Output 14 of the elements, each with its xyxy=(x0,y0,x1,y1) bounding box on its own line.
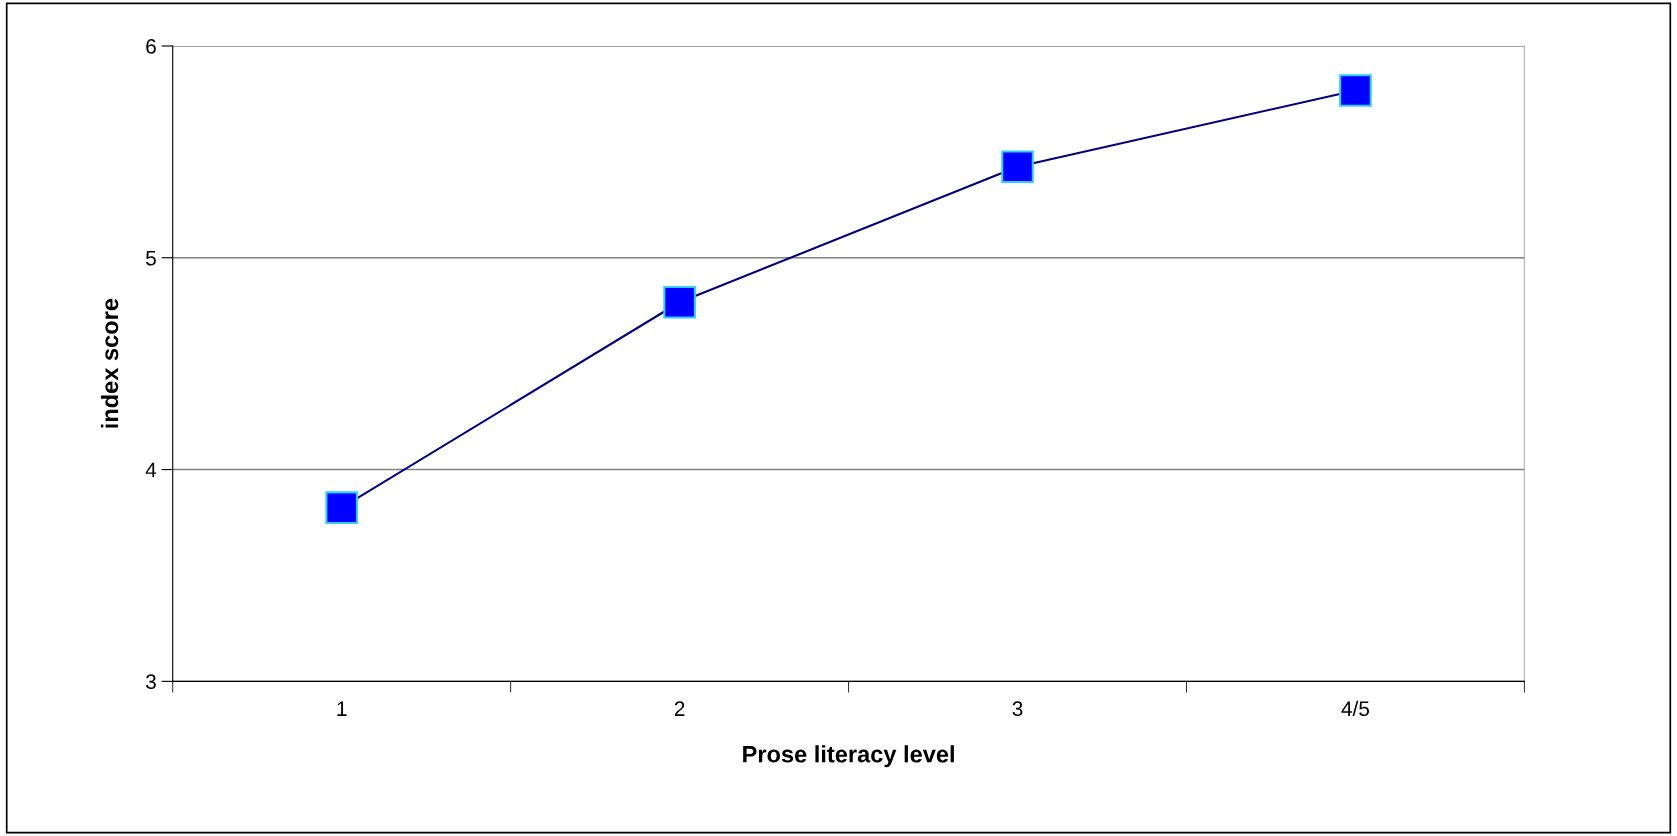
point xyxy=(663,285,696,319)
y-tick-label: 4 xyxy=(145,462,157,478)
x-axis-title: Prose literacy level xyxy=(743,745,954,768)
x-tick-label: 4/5 xyxy=(1341,700,1370,717)
y-tick-label: 3 xyxy=(145,674,156,690)
point xyxy=(325,491,359,524)
y-tick-label: 6 xyxy=(146,38,156,54)
x-tick-label: 1 xyxy=(337,701,347,716)
y-axis-title: index score xyxy=(100,298,119,428)
y-tick-label: 5 xyxy=(146,250,156,266)
x-tick-label: 2 xyxy=(674,701,685,716)
x-tick-label: 3 xyxy=(1012,701,1023,717)
point xyxy=(1001,150,1034,184)
point xyxy=(1339,74,1372,107)
